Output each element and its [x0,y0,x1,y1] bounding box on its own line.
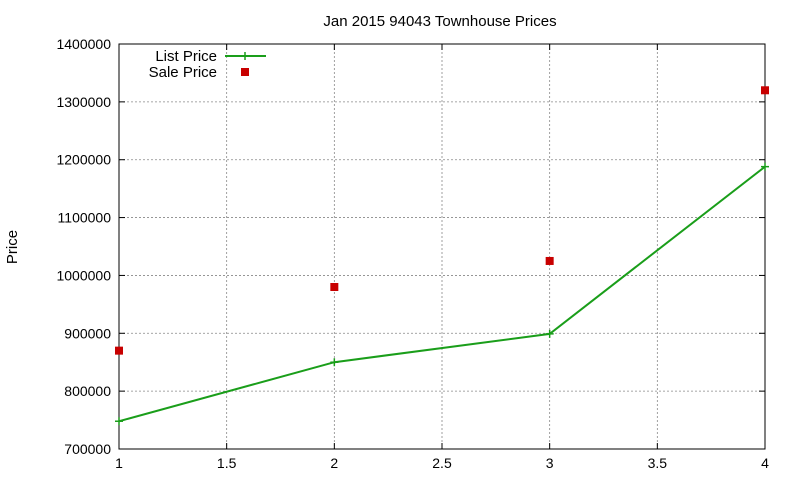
legend-marker [241,52,249,60]
y-tick-label: 1300000 [56,94,111,110]
y-axis-label: Price [4,230,21,264]
x-tick-label: 4 [761,455,769,471]
legend-marker [241,68,249,76]
x-tick-label: 1 [115,455,123,471]
data-point [761,162,769,171]
series-0 [115,162,769,426]
data-point [115,417,123,426]
y-tick-label: 800000 [64,383,111,399]
y-tick-label: 1200000 [56,152,111,168]
y-tick-label: 1400000 [56,36,111,52]
tick-labels: 1 1.5 2 2.5 3 3.5 4 700000 800000 900000 1000000 11… [56,36,769,471]
grid [119,44,765,449]
x-tick-label: 3 [546,455,554,471]
y-tick-label: 1000000 [56,267,111,283]
x-tick-label: 1.5 [217,455,237,471]
x-tick-label: 2.5 [432,455,452,471]
data-point [545,329,554,338]
legend-label: Sale Price [149,64,217,81]
data-point [761,86,769,95]
plot-frame [118,43,766,450]
series-layer [115,86,769,426]
data-point [545,256,554,265]
x-tick-label: 3.5 [648,455,668,471]
data-point [330,283,339,291]
series-line [118,165,766,423]
chart-title: Jan 2015 94043 Townhouse Prices [323,13,556,30]
series-1 [115,86,769,355]
legend-label: List Price [155,48,217,65]
data-point [330,358,339,367]
y-tick-label: 700000 [64,441,111,457]
y-tick-label: 1100000 [58,210,112,226]
x-tick-label: 2 [330,455,338,471]
y-tick-label: 900000 [64,325,111,341]
data-point [115,346,123,355]
